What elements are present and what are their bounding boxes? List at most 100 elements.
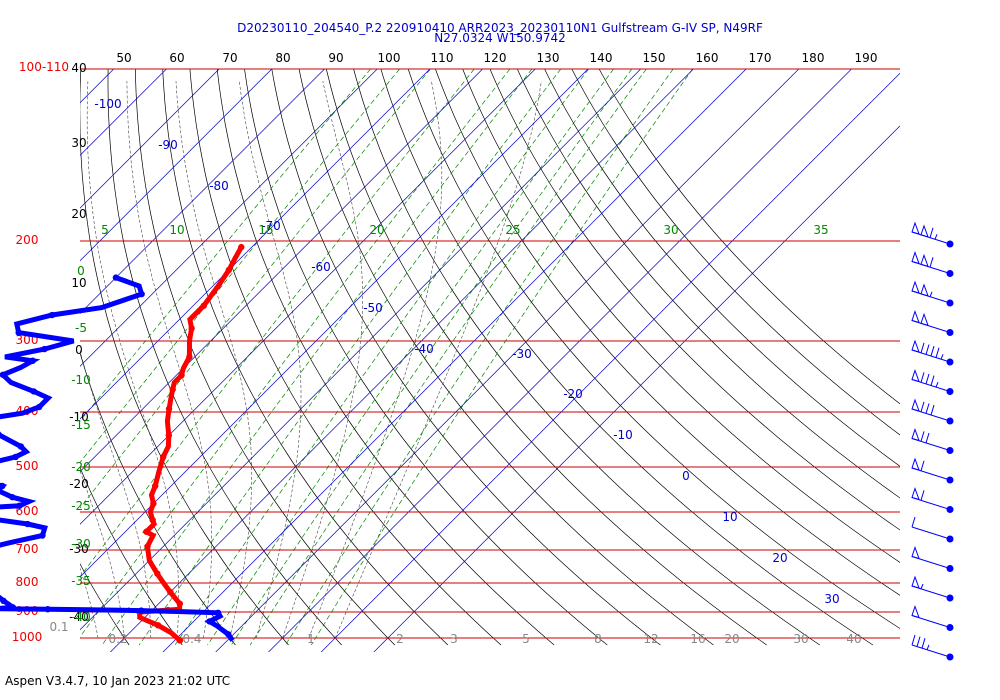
temperature-profile-point [154, 622, 162, 629]
dry-adiabat [571, 69, 900, 436]
temperature-profile-point [200, 302, 207, 309]
mixing-ratio-top-label: 25 [505, 223, 520, 237]
wind-barb-flag [911, 634, 916, 646]
mixing-ratio-left-label: -5 [75, 321, 87, 335]
mixing-ratio-left-label: -10 [71, 373, 91, 387]
top-axis-tick-label: 110 [431, 51, 454, 65]
mixing-ratio-line [249, 69, 647, 646]
wind-barb-flag [920, 460, 925, 472]
temperature-profile-point [154, 570, 161, 577]
dry-adiabat [489, 69, 900, 531]
wind-barb [911, 368, 954, 395]
dry-adiabat [135, 69, 396, 646]
temperature-profile-point [176, 637, 184, 644]
mixing-ratio-line [80, 69, 400, 463]
wind-barb-pennant [911, 250, 920, 265]
wind-barb-pennant [911, 309, 920, 324]
wind-barb-pennant [911, 486, 920, 501]
height-label: 20 [71, 207, 86, 221]
top-axis-tick-label: 60 [169, 51, 184, 65]
mixing-ratio-left-label: -40 [71, 610, 91, 624]
wind-barb-half [940, 354, 944, 360]
temperature-profile-point [225, 266, 233, 274]
mixing-ratio-line [207, 69, 614, 646]
top-axis-tick-label: 140 [590, 51, 613, 65]
mixing-ratio-left-label: -30 [71, 537, 91, 551]
isotherm [320, 72, 900, 652]
height-label: -10 [69, 410, 89, 424]
dewpoint-profile-point [24, 520, 31, 528]
wind-barb-pennant [920, 283, 929, 297]
wind-barb [911, 575, 954, 602]
dewpoint-profile-point [0, 597, 7, 605]
isotherm-label: -100 [94, 97, 121, 111]
top-axis-tick-label: 150 [643, 51, 666, 65]
wind-barb-pennant [911, 280, 920, 294]
footer-version: Aspen V3.4.7, 10 Jan 2023 21:02 UTC [5, 674, 231, 688]
mixing-ratio-top-label: 35 [813, 223, 828, 237]
dry-adiabat [407, 69, 900, 629]
top-axis-tick-label: 90 [328, 51, 343, 65]
wind-barb-flag [929, 227, 934, 238]
wind-barb [911, 250, 954, 277]
wind-barb-half [935, 381, 939, 388]
dry-adiabat [298, 69, 714, 646]
pressure-label: 800 [16, 575, 39, 589]
isotherm [268, 69, 852, 652]
dry-adiabat [598, 69, 900, 405]
mixing-ratio-left-label: -15 [71, 418, 91, 432]
isotherm [109, 69, 694, 652]
height-label: -40 [69, 610, 89, 624]
isotherm [80, 69, 325, 314]
dewpoint-profile-point [35, 403, 43, 411]
wind-barb-flag [930, 345, 935, 357]
dewpoint-profile-point [48, 311, 56, 319]
dewpoint-profile [0, 275, 235, 642]
dry-adiabat [435, 69, 900, 596]
temperature-profile-point [149, 516, 156, 524]
isotherm-label: -60 [311, 260, 331, 274]
temperature-profile-point [165, 432, 173, 439]
isotherm-label: -90 [158, 138, 178, 152]
mixing-ratio-bottom-label: 8 [594, 632, 602, 646]
dewpoint-profile-point [44, 606, 51, 613]
mixing-ratio-top-label: 5 [101, 223, 109, 237]
dewpoint-profile-point [30, 388, 37, 395]
moist-adiabat [308, 81, 443, 639]
temperature-profile-point [169, 386, 176, 393]
wind-barb [911, 634, 954, 661]
mixing-ratio-line [80, 69, 371, 422]
moist-adiabat [175, 81, 253, 639]
top-axis-tick-label: 190 [855, 51, 878, 65]
height-label: 30 [71, 136, 86, 150]
pressure-label: 1000 [12, 630, 43, 644]
wind-barb [911, 545, 954, 572]
moist-adiabat [80, 567, 99, 639]
wind-barb-staff [911, 644, 951, 658]
wind-barb-staff [911, 526, 951, 540]
wind-barb-flag [921, 638, 926, 649]
dewpoint-profile-point [12, 453, 19, 461]
isotherm [215, 69, 800, 652]
wind-barb-flag [930, 404, 935, 416]
wind-barb-flag [925, 344, 930, 355]
chart-subtitle: N27.0324 W150.9742 [434, 31, 566, 45]
wind-barb-pennant [920, 253, 929, 268]
wind-barb-pennant [911, 427, 920, 442]
wind-barb-flag [929, 257, 934, 268]
mixing-ratio-left-label: -25 [71, 499, 91, 513]
mixing-ratio-bottom-label: 16 [690, 632, 705, 646]
mixing-ratio-bottom-label: 30 [793, 632, 808, 646]
wind-barb-half [934, 234, 938, 240]
isotherm [80, 69, 483, 473]
isotherm [80, 69, 641, 631]
mixing-ratio-bottom-label: 12 [643, 632, 658, 646]
height-label: 0 [75, 343, 83, 357]
wind-barb-flag [920, 490, 925, 501]
wind-barb [911, 339, 954, 366]
isotherm [80, 69, 536, 525]
mixing-ratio-bottom-label: 1 [307, 632, 315, 646]
mixing-ratio-line [285, 69, 674, 646]
isotherm-label: 20 [772, 551, 787, 565]
temperature-profile-point [165, 405, 173, 413]
